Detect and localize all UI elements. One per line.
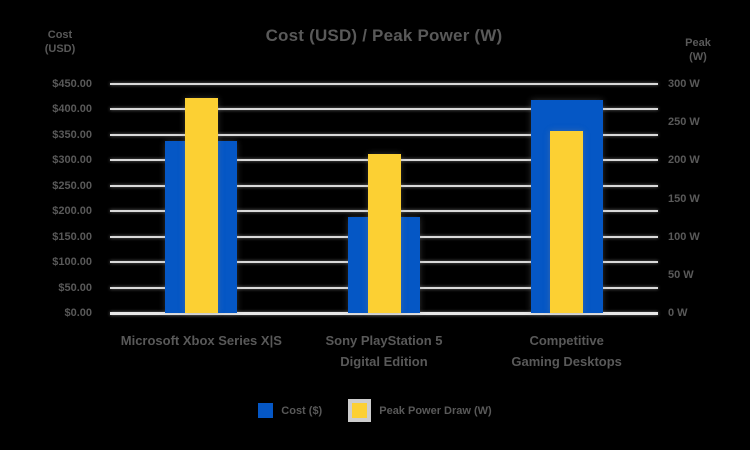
- category-label-2: Sony PlayStation 5 Digital Edition: [325, 333, 443, 369]
- right-axis-tick: 100 W: [668, 230, 700, 243]
- category-label-1: Microsoft Xbox Series X|S: [120, 333, 282, 348]
- legend-swatch-yellow: [348, 399, 372, 422]
- right-axis-title: Peak (W): [685, 37, 711, 63]
- left-axis-tick: $350.00: [52, 128, 92, 141]
- left-axis-tick: $0.00: [64, 307, 92, 319]
- x-axis-line: [110, 312, 658, 315]
- yellow-swatch-icon: [352, 403, 368, 418]
- gridline: [110, 133, 658, 136]
- plot-area: [110, 83, 658, 315]
- bar-yellow-1[interactable]: [184, 97, 218, 313]
- legend-item-blue[interactable]: Cost ($): [258, 403, 322, 418]
- bar-yellow-3[interactable]: [550, 131, 584, 313]
- left-axis-tick: $300.00: [52, 154, 92, 167]
- left-axis-tick: $450.00: [52, 78, 92, 90]
- left-axis-tick: $100.00: [52, 256, 92, 269]
- legend-label: Peak Power Draw (W): [379, 404, 492, 417]
- legend-swatch-blue: [258, 403, 274, 418]
- right-axis-tick: 300 W: [668, 78, 700, 90]
- gridline: [110, 108, 658, 111]
- left-axis-tick: $50.00: [58, 281, 92, 294]
- left-axis-tick: $250.00: [52, 179, 92, 192]
- left-axis-tick: $200.00: [52, 205, 92, 218]
- left-axis-tick: $400.00: [52, 103, 92, 116]
- right-axis-tick: 50 W: [668, 268, 694, 281]
- blue-swatch-icon: [258, 403, 274, 418]
- right-axis-tick: 0 W: [668, 307, 688, 319]
- left-axis-tick: $150.00: [52, 230, 92, 243]
- legend-item-yellow[interactable]: Peak Power Draw (W): [348, 399, 492, 422]
- category-label-3: Competitive Gaming Desktops: [511, 333, 622, 369]
- chart-title: Cost (USD) / Peak Power (W): [265, 26, 503, 45]
- legend: Cost ($) Peak Power Draw (W): [0, 399, 750, 422]
- gridline: [110, 83, 658, 85]
- legend-label: Cost ($): [281, 404, 323, 417]
- right-axis-tick: 250 W: [668, 116, 700, 129]
- right-axis-tick: 150 W: [668, 192, 700, 205]
- left-axis-title: Cost (USD): [44, 29, 76, 55]
- bar-yellow-2[interactable]: [367, 154, 401, 313]
- right-axis-tick: 200 W: [668, 154, 700, 167]
